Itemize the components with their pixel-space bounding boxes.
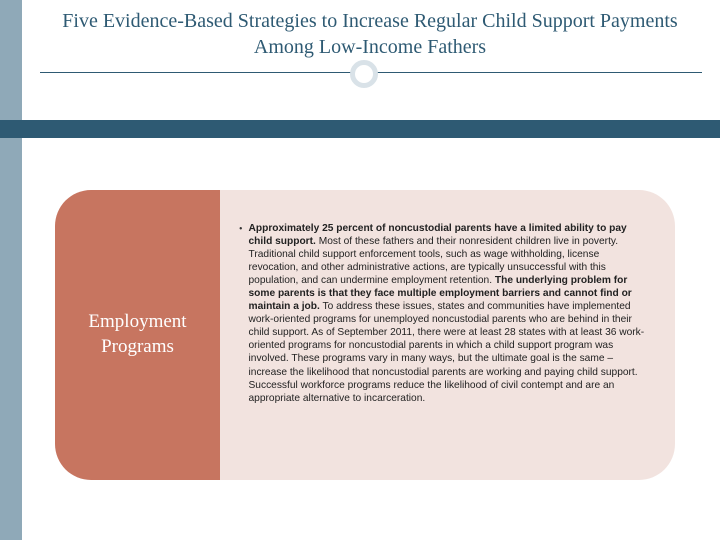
bullet-text: Approximately 25 percent of noncustodial…: [249, 222, 647, 405]
bullet-tail: To address these issues, states and comm…: [249, 301, 645, 403]
pill-left-panel: Employment Programs: [55, 190, 220, 480]
bullet-item: • Approximately 25 percent of noncustodi…: [239, 222, 647, 405]
header-band: [0, 120, 720, 138]
pill-right-panel: • Approximately 25 percent of noncustodi…: [205, 190, 675, 480]
title-area: Five Evidence-Based Strategies to Increa…: [40, 8, 700, 60]
bullet-dot-icon: •: [239, 223, 243, 237]
page-title: Five Evidence-Based Strategies to Increa…: [40, 8, 700, 60]
content-pill: Employment Programs • Approximately 25 p…: [55, 190, 675, 480]
ring-ornament-icon: [350, 60, 378, 88]
left-accent-stripe: [0, 0, 22, 540]
pill-left-label: Employment Programs: [55, 310, 220, 359]
